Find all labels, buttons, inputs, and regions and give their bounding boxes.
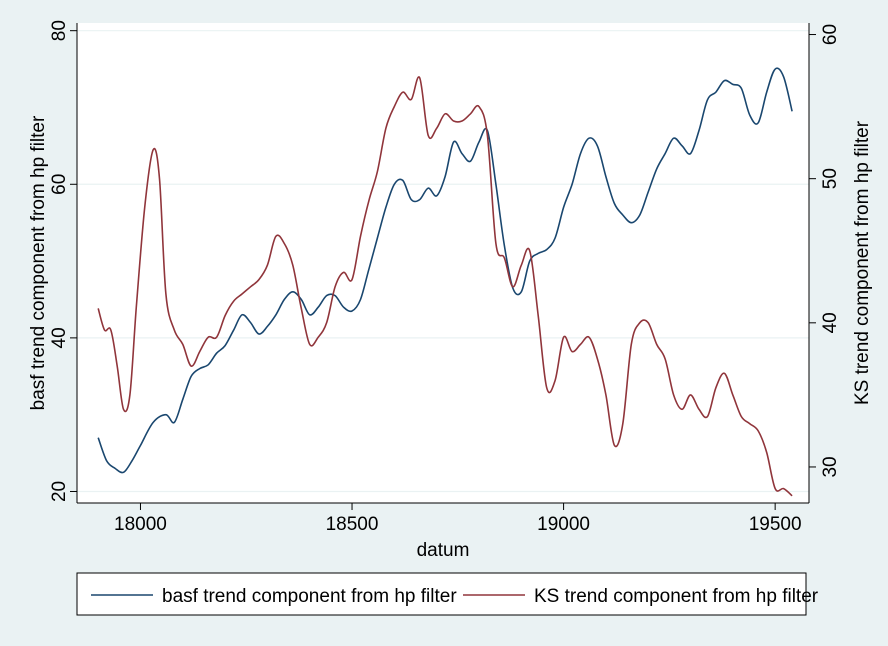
right-y-tick-label: 40 <box>820 312 841 333</box>
x-tick-label: 19000 <box>537 514 590 535</box>
x-axis-title: datum <box>417 540 470 561</box>
right-y-tick-label: 50 <box>820 168 841 189</box>
x-tick-label: 18000 <box>114 514 167 535</box>
left-y-tick-label: 80 <box>49 20 70 41</box>
series-line-ks <box>97 76 793 497</box>
ticks: 20 40 60 80 30 40 50 60 18000 18500 19000 19500 <box>49 20 841 535</box>
left-y-tick-label: 60 <box>49 174 70 195</box>
left-y-tick-label: 40 <box>49 327 70 348</box>
left-y-axis-title: basf trend component from hp filter <box>28 115 49 410</box>
right-y-tick-label: 30 <box>820 456 841 477</box>
x-tick-label: 19500 <box>749 514 802 535</box>
legend-label-ks: KS trend component from hp filter <box>534 586 819 607</box>
legend-box <box>76 572 807 616</box>
x-tick-label: 18500 <box>326 514 379 535</box>
legend-label-basf: basf trend component from hp filter <box>162 586 457 607</box>
right-y-axis-title: KS trend component from hp filter <box>852 120 873 405</box>
left-y-tick-label: 20 <box>49 481 70 502</box>
right-y-tick-label: 60 <box>820 24 841 45</box>
series-line-basf <box>97 67 793 474</box>
series-layer <box>97 67 793 497</box>
legend: basf trend component from hp filter KS t… <box>76 572 819 616</box>
plot-area <box>77 23 809 503</box>
